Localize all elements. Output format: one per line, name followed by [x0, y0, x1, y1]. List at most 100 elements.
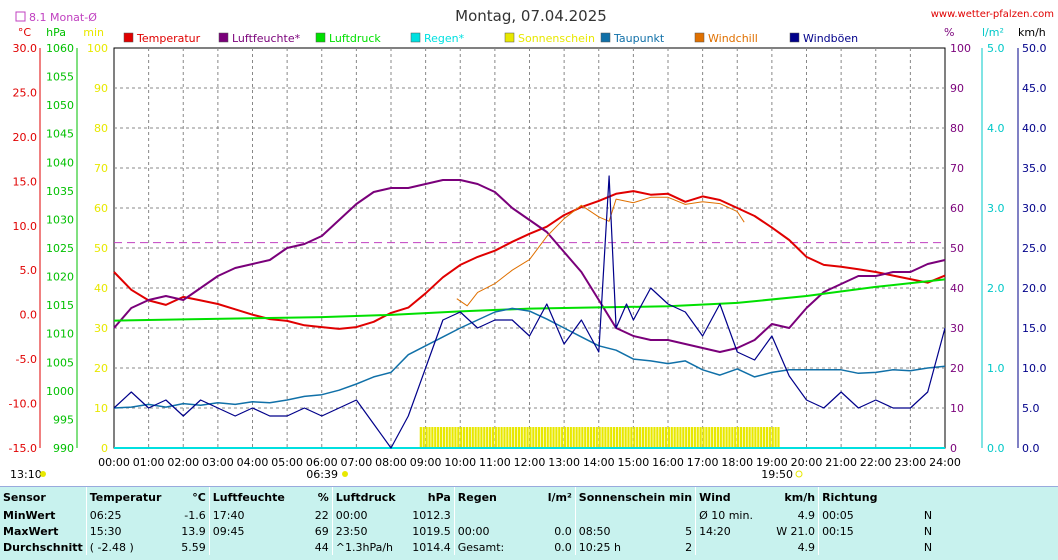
sun-tick-label: 100 — [87, 42, 108, 55]
wind-tick-label: 30.0 — [1022, 202, 1047, 215]
sunshine-bar — [656, 427, 659, 447]
sunshine-bar — [500, 427, 503, 447]
sunshine-bar — [497, 427, 500, 447]
hpa-tick-label: 1035 — [46, 185, 74, 198]
sunshine-bar — [748, 427, 751, 447]
series-temperatur — [113, 190, 946, 330]
temp-tick-label: 20.0 — [13, 131, 38, 144]
time-tick-label: 05:00 — [271, 456, 303, 469]
stats-header-temp-unit: °C — [192, 490, 206, 504]
sunshine-bar — [431, 427, 434, 447]
wind-tick-label: 50.0 — [1022, 42, 1047, 55]
series-windböen — [113, 175, 946, 449]
sunshine-bar — [572, 427, 575, 447]
sunshine-bar — [630, 427, 633, 447]
sun-tick-label: 10 — [94, 402, 108, 415]
time-tick-label: 02:00 — [167, 456, 199, 469]
pct-tick-label: 40 — [950, 282, 964, 295]
time-tick-label: 23:00 — [895, 456, 927, 469]
sunshine-bar — [647, 427, 650, 447]
stats-header-sunshine: Sonnenschein min — [574, 487, 696, 507]
stats-cell: 00:00 — [453, 523, 531, 539]
time-tick-label: 04:00 — [237, 456, 269, 469]
time-tick-label: 08:00 — [375, 456, 407, 469]
temp-tick-label: 5.0 — [20, 264, 38, 277]
hpa-tick-label: 1000 — [46, 385, 74, 398]
hpa-tick-label: 1005 — [46, 356, 74, 369]
pct-unit-label: % — [944, 26, 954, 39]
stats-header-humidity: Luftfeuchte — [208, 487, 296, 507]
sunshine-bar — [474, 427, 477, 447]
sunshine-bar — [713, 427, 717, 447]
sunshine-bar — [751, 427, 754, 447]
stats-row-average: Durchschnitt ( -2.48 ) 5.59 44 ^1.3hPa/h… — [0, 539, 935, 555]
sunshine-bar — [690, 427, 694, 447]
rain-tick-label: 0.0 — [987, 442, 1005, 455]
series-windchill — [456, 196, 745, 307]
sunshine-bar — [529, 427, 532, 447]
time-tick-label: 19:00 — [756, 456, 788, 469]
legend-label: Luftdruck — [329, 32, 381, 45]
sunshine-bar — [488, 427, 492, 447]
time-tick-label: 18:00 — [721, 456, 753, 469]
sunshine-bar — [754, 427, 757, 447]
wind-unit-label: km/h — [1018, 26, 1046, 39]
sunshine-bar — [480, 427, 483, 447]
sun-tick-label: 90 — [94, 82, 108, 95]
time-tick-label: 11:00 — [479, 456, 511, 469]
sunshine-bar — [561, 427, 564, 447]
sunshine-bar — [768, 427, 771, 447]
stats-cell: 5.59 — [181, 540, 206, 554]
sunshine-bar — [434, 427, 437, 447]
time-tick-label: 17:00 — [687, 456, 719, 469]
sunshine-bar — [592, 427, 595, 447]
stats-cell: 15:30 — [85, 523, 169, 539]
sunrise-label: 06:39 — [306, 468, 338, 481]
series-luftfeuchte — [113, 179, 946, 353]
sunshine-bar — [633, 427, 636, 447]
wind-tick-label: 25.0 — [1022, 242, 1047, 255]
stats-cell — [208, 539, 296, 555]
pct-tick-label: 60 — [950, 202, 964, 215]
hpa-tick-label: 1055 — [46, 71, 74, 84]
sunshine-bar — [477, 427, 480, 447]
sun-unit-label: min — [83, 26, 104, 39]
sunshine-bar — [463, 427, 466, 447]
sunshine-bar — [439, 427, 443, 447]
stats-cell: 4.9 — [797, 508, 816, 522]
sunshine-bar — [771, 427, 774, 447]
sunshine-bar — [569, 427, 572, 447]
sunshine-bar — [486, 427, 489, 447]
stats-cell: 4.9 — [797, 540, 816, 554]
sunshine-bar — [526, 427, 529, 447]
stats-row-label: MaxWert — [3, 524, 59, 538]
time-tick-label: 01:00 — [133, 456, 165, 469]
hpa-tick-label: 1020 — [46, 271, 74, 284]
temp-unit-label: °C — [18, 26, 32, 39]
sunshine-bar — [494, 427, 497, 447]
wind-tick-label: 40.0 — [1022, 122, 1047, 135]
stats-cell: W 21.0 — [776, 524, 816, 538]
stats-cell: 1019.5 — [412, 524, 451, 538]
time-tick-label: 16:00 — [652, 456, 684, 469]
stats-cell: 09:45 — [208, 523, 296, 539]
chart-legend: Temperatur Luftfeuchte* Luftdruck Regen* Son… — [123, 32, 858, 45]
stats-row-label: Durchschnitt — [3, 540, 83, 554]
chart-title: Montag, 07.04.2025 — [455, 7, 607, 25]
sunshine-bar — [540, 427, 544, 447]
sunshine-bar — [624, 427, 627, 447]
sunshine-bar — [468, 427, 471, 447]
pct-tick-label: 50 — [950, 242, 964, 255]
rain-tick-label: 1.0 — [987, 362, 1005, 375]
statistics-table: Sensor Temperatur °C Luftfeuchte % Luftd… — [0, 486, 1058, 560]
sun-tick-label: 20 — [94, 362, 108, 375]
legend-label: Taupunkt — [613, 32, 665, 45]
pct-tick-label: 100 — [950, 42, 971, 55]
site-link: www.wetter-pfalzen.com — [931, 9, 1054, 20]
sunshine-bar — [428, 427, 431, 447]
wind-tick-label: 0.0 — [1022, 442, 1040, 455]
sunshine-bar — [653, 427, 656, 447]
stats-cell — [574, 507, 670, 523]
stats-cell: 14:20 — [695, 523, 763, 539]
sunshine-bar — [604, 427, 607, 447]
